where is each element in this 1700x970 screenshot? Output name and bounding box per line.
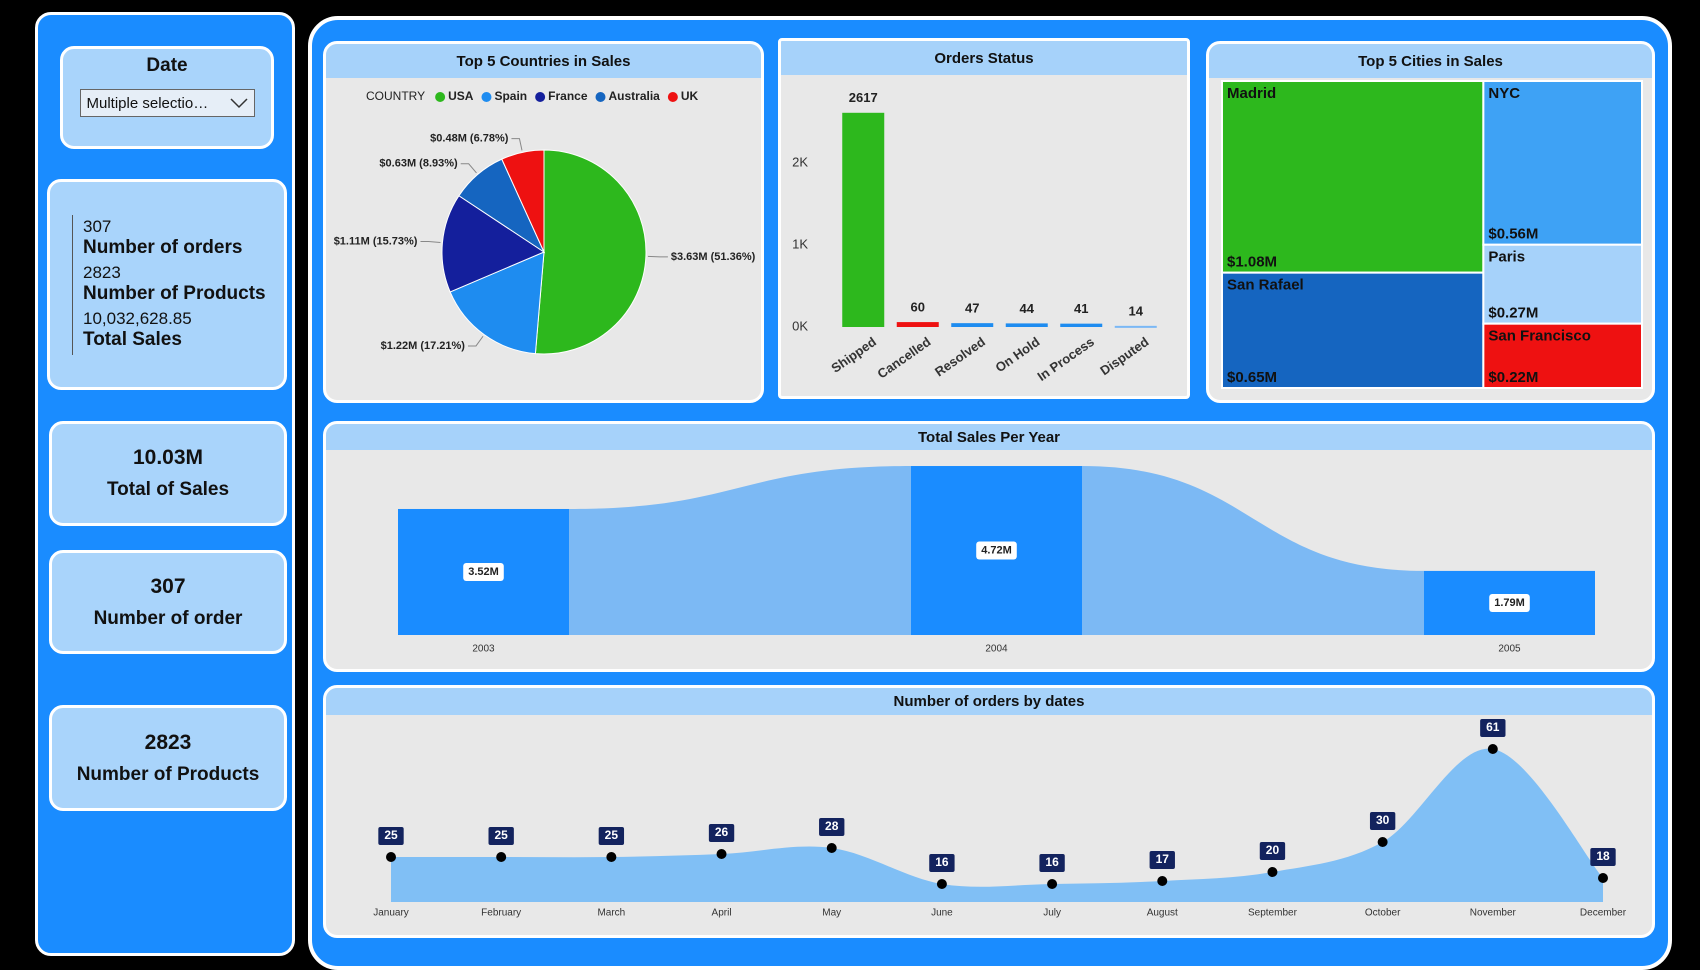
date-slicer: Date Multiple selectio… [60, 46, 274, 149]
area-panel: Number of orders by dates [323, 685, 1655, 938]
kpi-card: 10.03M Total of Sales [49, 421, 287, 526]
chart-title: Total Sales Per Year [326, 424, 1652, 450]
pie-panel: Top 5 Countries in Sales [323, 41, 764, 403]
summary-value: 307 [83, 216, 112, 236]
kpi-card: 307 Number of order [49, 550, 287, 654]
slicer-title: Date [146, 55, 188, 76]
treemap-panel: Top 5 Cities in Sales [1206, 41, 1655, 403]
kpi-label: Number of order [93, 607, 243, 629]
kpi-card: 2823 Number of Products [49, 705, 287, 811]
bar-panel: Orders Status [778, 38, 1190, 399]
summary-value: 10,032,628.85 [83, 308, 192, 328]
summary-value: 2823 [83, 262, 121, 282]
kpi-label: Total of Sales [106, 479, 230, 500]
chart-title: Top 5 Cities in Sales [1209, 44, 1652, 78]
chart-title: Number of orders by dates [326, 688, 1652, 715]
slicer-dropdown[interactable]: Multiple selectio… [79, 89, 255, 117]
kpi-label: Number of Products [76, 763, 260, 785]
ribbon-panel: Total Sales Per Year [323, 421, 1655, 672]
summary-list: 307 Number of orders 2823 Number of Prod… [72, 214, 266, 355]
summary-label: Number of Products [83, 282, 266, 304]
kpi-value: 2823 [144, 730, 192, 754]
chart-title: Orders Status [781, 41, 1187, 75]
chevron-icon [229, 98, 248, 109]
chart-title: Top 5 Countries in Sales [326, 44, 761, 78]
kpi-value: 10.03M [132, 446, 204, 469]
kpi-value: 307 [150, 574, 186, 598]
summary-label: Number of orders [83, 236, 243, 258]
slicer-selection: Multiple selectio… [86, 94, 209, 112]
summary-label: Total Sales [83, 328, 182, 350]
summary-card: 307 Number of orders 2823 Number of Prod… [47, 179, 287, 390]
